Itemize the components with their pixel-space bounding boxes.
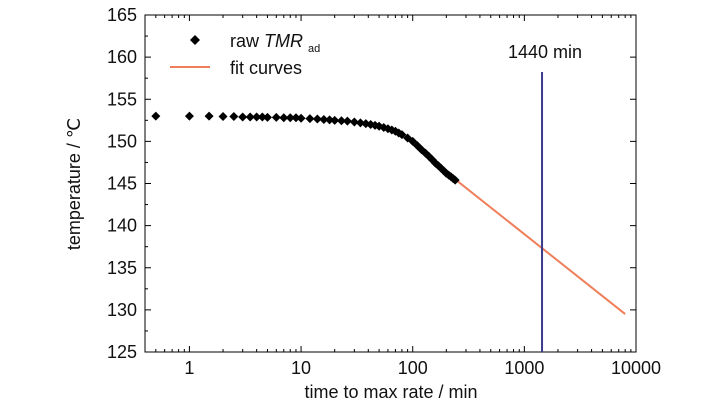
y-tick-label: 165 [107, 5, 137, 25]
y-tick-label: 130 [107, 300, 137, 320]
raw-data-point [262, 112, 272, 122]
raw-data-point [330, 115, 340, 125]
y-tick-label: 160 [107, 47, 137, 67]
x-tick-label: 1 [184, 358, 194, 378]
raw-data-point [271, 112, 281, 122]
legend-raw-label: raw TMR ad [230, 31, 320, 55]
raw-data-point [229, 112, 239, 122]
raw-data-point [312, 114, 322, 124]
x-axis-label: time to max rate / min [304, 382, 477, 402]
x-tick-label: 1000 [504, 358, 544, 378]
raw-data-point [285, 113, 295, 123]
raw-data-point [397, 130, 407, 140]
raw-data-point [184, 111, 194, 121]
y-axis-label: temperature / ℃ [64, 118, 84, 250]
raw-data-point [245, 112, 255, 122]
raw-data-point [342, 116, 352, 126]
raw-data-point [238, 112, 248, 122]
y-tick-label: 140 [107, 216, 137, 236]
raw-data-point [355, 118, 365, 128]
x-tick-label: 10000 [611, 358, 661, 378]
y-tick-label: 125 [107, 342, 137, 362]
fit-curve-line [454, 178, 626, 315]
raw-data-point [336, 116, 346, 126]
legend-raw-italic: TMR [264, 31, 303, 51]
raw-data-point [379, 122, 389, 132]
raw-data-point [374, 121, 384, 131]
raw-data-point [204, 111, 214, 121]
raw-data-point [305, 114, 315, 124]
raw-data-point [257, 112, 267, 122]
legend-raw-sub: ad [308, 43, 320, 55]
raw-data-point [151, 111, 161, 121]
raw-data-point [252, 112, 262, 122]
legend-raw-prefix: raw [230, 31, 264, 51]
y-tick-label: 145 [107, 174, 137, 194]
axis-ticks: 125 130 135 140 145 150 155 160 165 1 10 100 1000 100… [107, 5, 661, 378]
plot-frame [144, 14, 637, 353]
raw-data-point [325, 115, 335, 125]
legend-fit-label: fit curves [230, 58, 302, 78]
raw-data-point [296, 113, 306, 123]
y-tick-label: 150 [107, 131, 137, 151]
raw-points-layer [151, 111, 460, 185]
raw-data-point [291, 113, 301, 123]
vline-label: 1440 min [508, 42, 582, 62]
legend: raw TMR ad fit curves [170, 31, 320, 78]
vline-layer: 1440 min [508, 42, 582, 352]
fit-curve-layer [454, 178, 626, 315]
y-tick-label: 155 [107, 89, 137, 109]
x-tick-label: 10 [291, 358, 311, 378]
raw-data-point [279, 113, 289, 123]
raw-data-point [218, 112, 228, 122]
raw-data-point [319, 114, 329, 124]
legend-diamond-marker [190, 35, 200, 45]
raw-data-point [349, 117, 359, 127]
raw-data-point [450, 175, 460, 185]
x-tick-label: 100 [398, 358, 428, 378]
y-tick-label: 135 [107, 258, 137, 278]
